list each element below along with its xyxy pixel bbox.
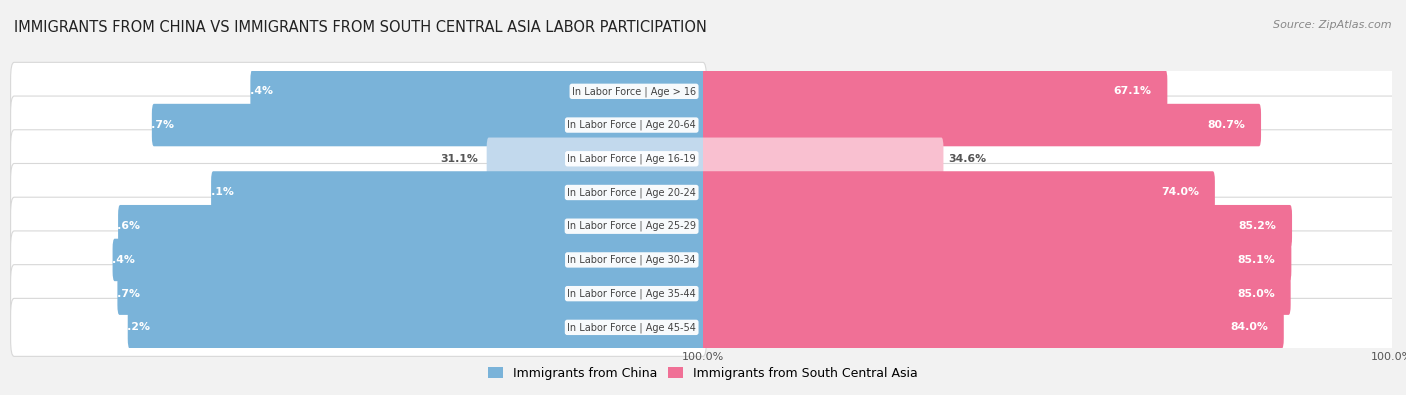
Text: 85.1%: 85.1% (1237, 255, 1275, 265)
FancyBboxPatch shape (700, 130, 1395, 188)
Text: 85.2%: 85.2% (1239, 221, 1277, 231)
Text: In Labor Force | Age 25-29: In Labor Force | Age 25-29 (567, 221, 696, 231)
FancyBboxPatch shape (702, 171, 1215, 214)
FancyBboxPatch shape (250, 70, 704, 113)
FancyBboxPatch shape (11, 197, 706, 255)
Text: In Labor Force | Age 20-64: In Labor Force | Age 20-64 (568, 120, 696, 130)
FancyBboxPatch shape (152, 104, 704, 146)
FancyBboxPatch shape (702, 205, 1292, 247)
FancyBboxPatch shape (700, 197, 1395, 255)
FancyBboxPatch shape (702, 104, 1261, 146)
FancyBboxPatch shape (11, 130, 706, 188)
Text: 84.0%: 84.0% (1230, 322, 1268, 332)
FancyBboxPatch shape (700, 96, 1395, 154)
FancyBboxPatch shape (117, 273, 704, 315)
FancyBboxPatch shape (11, 96, 706, 154)
FancyBboxPatch shape (112, 239, 704, 281)
Text: In Labor Force | Age > 16: In Labor Force | Age > 16 (572, 86, 696, 97)
Text: 84.7%: 84.7% (103, 289, 141, 299)
FancyBboxPatch shape (700, 62, 1395, 120)
Text: 85.4%: 85.4% (97, 255, 135, 265)
Text: In Labor Force | Age 16-19: In Labor Force | Age 16-19 (568, 154, 696, 164)
Text: In Labor Force | Age 20-24: In Labor Force | Age 20-24 (567, 187, 696, 198)
FancyBboxPatch shape (702, 306, 1284, 349)
Text: Source: ZipAtlas.com: Source: ZipAtlas.com (1274, 20, 1392, 30)
Text: 34.6%: 34.6% (948, 154, 987, 164)
FancyBboxPatch shape (700, 265, 1395, 323)
FancyBboxPatch shape (486, 137, 704, 180)
FancyBboxPatch shape (702, 70, 1167, 113)
Text: In Labor Force | Age 35-44: In Labor Force | Age 35-44 (568, 288, 696, 299)
FancyBboxPatch shape (11, 231, 706, 289)
FancyBboxPatch shape (11, 62, 706, 120)
Text: 83.2%: 83.2% (112, 322, 150, 332)
FancyBboxPatch shape (700, 231, 1395, 289)
Text: In Labor Force | Age 30-34: In Labor Force | Age 30-34 (568, 255, 696, 265)
Text: 31.1%: 31.1% (440, 154, 478, 164)
FancyBboxPatch shape (700, 298, 1395, 356)
FancyBboxPatch shape (11, 265, 706, 323)
Text: 85.0%: 85.0% (1237, 289, 1275, 299)
FancyBboxPatch shape (702, 137, 943, 180)
FancyBboxPatch shape (118, 205, 704, 247)
FancyBboxPatch shape (211, 171, 704, 214)
FancyBboxPatch shape (11, 298, 706, 356)
Text: 80.7%: 80.7% (1208, 120, 1246, 130)
FancyBboxPatch shape (702, 273, 1291, 315)
FancyBboxPatch shape (702, 239, 1291, 281)
FancyBboxPatch shape (700, 164, 1395, 222)
Text: 65.4%: 65.4% (235, 87, 273, 96)
Text: 79.7%: 79.7% (136, 120, 174, 130)
FancyBboxPatch shape (11, 164, 706, 222)
Text: 74.0%: 74.0% (1161, 188, 1199, 198)
Text: 84.6%: 84.6% (103, 221, 141, 231)
Text: IMMIGRANTS FROM CHINA VS IMMIGRANTS FROM SOUTH CENTRAL ASIA LABOR PARTICIPATION: IMMIGRANTS FROM CHINA VS IMMIGRANTS FROM… (14, 20, 707, 35)
Text: In Labor Force | Age 45-54: In Labor Force | Age 45-54 (567, 322, 696, 333)
Legend: Immigrants from China, Immigrants from South Central Asia: Immigrants from China, Immigrants from S… (484, 362, 922, 385)
FancyBboxPatch shape (128, 306, 704, 349)
Text: 71.1%: 71.1% (195, 188, 233, 198)
Text: 67.1%: 67.1% (1114, 87, 1152, 96)
